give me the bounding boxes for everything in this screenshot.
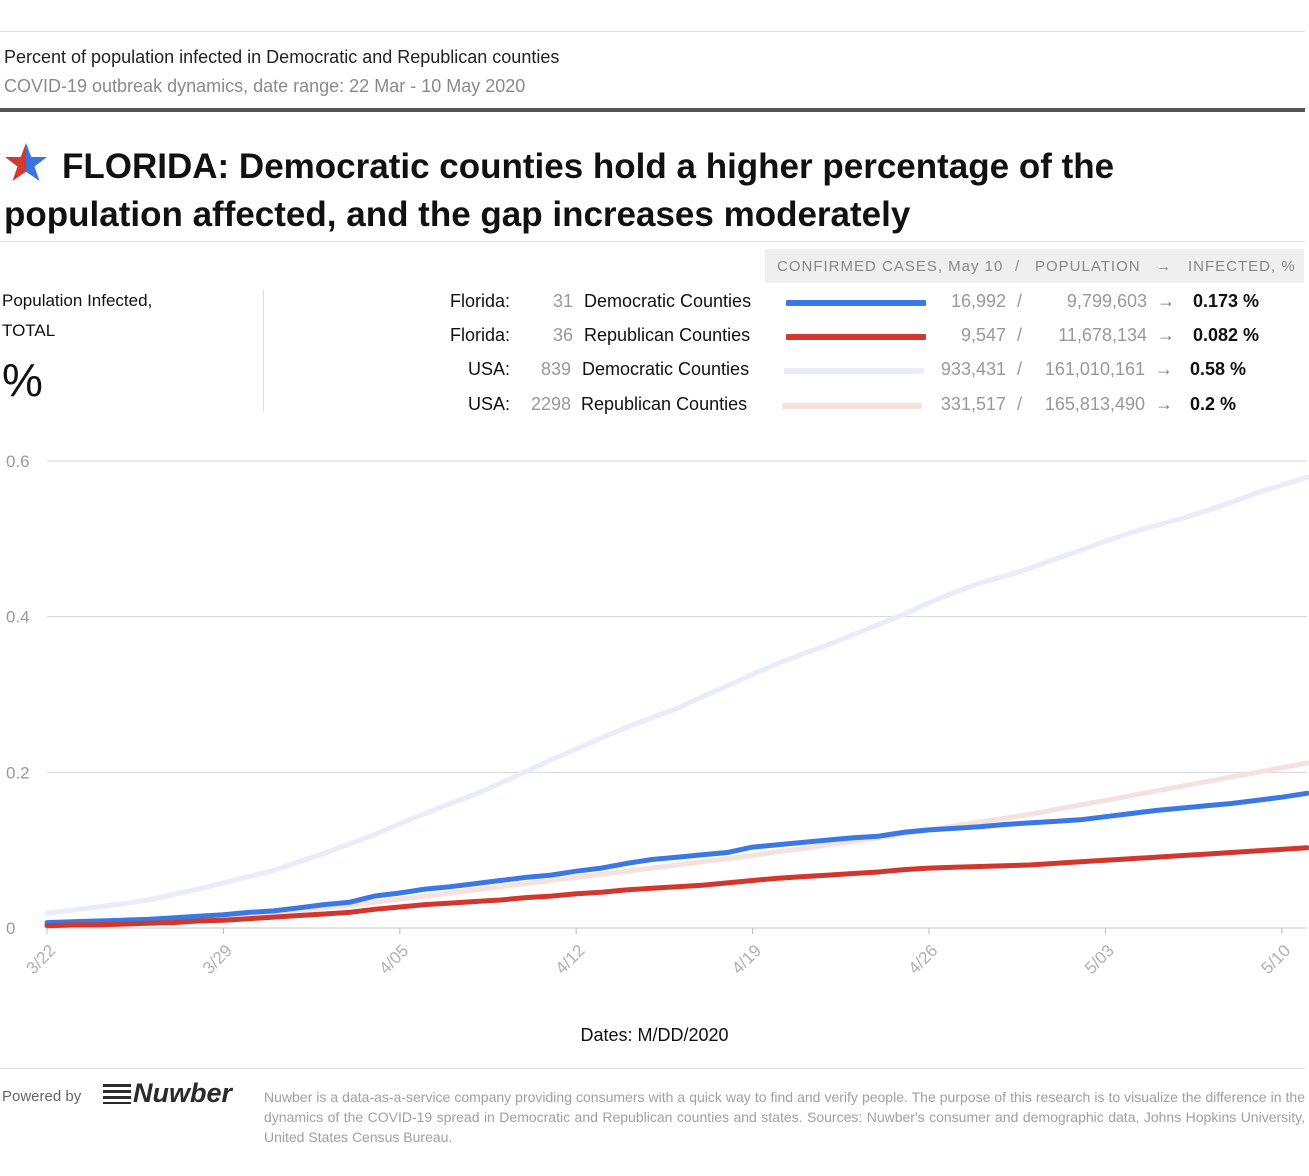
legend-label: Democratic Counties	[584, 291, 752, 311]
star-icon	[5, 143, 47, 181]
nuwber-logo-icon	[103, 1084, 131, 1104]
legend-slash: /	[1017, 394, 1023, 414]
legend-swatch-usa-dem	[784, 368, 924, 374]
x-tick-label: 5/03	[1081, 941, 1118, 978]
headline: FLORIDA: Democratic counties hold a high…	[4, 138, 1294, 239]
x-tick-label: 5/10	[1257, 941, 1294, 978]
y-axis-label-line2: TOTAL	[2, 321, 56, 340]
chart-subtitle: Percent of population infected in Democr…	[4, 47, 560, 67]
legend-header-population: POPULATION	[1035, 258, 1141, 275]
legend-swatch-usa-rep	[782, 403, 922, 409]
legend-swatch-fl-rep	[786, 334, 926, 340]
powered-by-text: Powered by	[2, 1088, 82, 1105]
header-rule	[0, 108, 1305, 112]
legend-region: Florida:	[449, 291, 510, 311]
legend-county-count: 36	[552, 325, 573, 345]
series-line-florida-democratic-counties	[44, 790, 1309, 926]
legend-label: Democratic Counties	[582, 359, 750, 379]
x-tick-label: 3/29	[199, 941, 236, 978]
x-tick-label: 4/05	[375, 941, 412, 978]
legend-county-count: 839	[540, 359, 571, 379]
y-tick-label: 0.6	[6, 452, 30, 471]
series-line-usa-democratic-counties	[44, 474, 1309, 916]
legend-slash: /	[1017, 291, 1023, 311]
line-chart: 0 0.2 0.4 0.6 3/22 3/29 4/05 4/12 4/19 4/26 5/03 5…	[6, 452, 1309, 978]
legend-percent: 0.173 %	[1193, 291, 1260, 311]
legend-population: 11,678,134	[1058, 325, 1147, 345]
legend-population: 9,799,603	[1066, 291, 1147, 311]
label-divider	[263, 290, 264, 412]
legend-arrow: →	[1155, 359, 1173, 379]
x-tick-label: 4/26	[905, 941, 942, 978]
legend-percent: 0.2 %	[1190, 394, 1237, 414]
legend-slash: /	[1017, 325, 1023, 345]
disclaimer-text: Nuwber is a data-as-a-service company pr…	[264, 1089, 1305, 1145]
headline-divider	[0, 241, 1305, 242]
legend-arrow: →	[1157, 325, 1175, 345]
legend-county-count: 2298	[530, 394, 571, 414]
legend-population: 161,010,161	[1044, 359, 1145, 379]
legend-county-count: 31	[552, 291, 573, 311]
x-axis-title: Dates: M/DD/2020	[580, 1025, 729, 1045]
legend-region: Florida:	[449, 325, 510, 345]
x-tick-label: 4/19	[728, 941, 765, 978]
legend-cases: 933,431	[940, 359, 1006, 379]
grid	[47, 460, 1307, 929]
series-line-florida-republican-counties	[44, 845, 1309, 929]
legend-slash: /	[1017, 359, 1023, 379]
legend-percent: 0.58 %	[1190, 359, 1247, 379]
legend-header: CONFIRMED CASES, May 10 / POPULATION → I…	[765, 249, 1304, 283]
legend-cases: 331,517	[940, 394, 1006, 414]
top-divider	[0, 31, 1305, 32]
series-line-usa-republican-counties	[44, 760, 1309, 927]
legend-header-arrow: →	[1156, 258, 1172, 275]
y-tick-label: 0.2	[6, 763, 30, 782]
legend-region: USA:	[467, 394, 510, 414]
y-axis-unit: %	[2, 354, 43, 406]
y-tick-label: 0	[6, 919, 15, 938]
footer-divider	[0, 1068, 1305, 1069]
x-axis: 3/22 3/29 4/05 4/12 4/19 4/26 5/03 5/10	[23, 928, 1294, 978]
legend-cases: 16,992	[950, 291, 1006, 311]
legend-percent: 0.082 %	[1193, 325, 1260, 345]
x-tick-label: 4/12	[552, 941, 589, 978]
legend-region: USA:	[467, 359, 510, 379]
legend-header-infected: INFECTED, %	[1188, 258, 1296, 275]
y-axis-label-line1: Population Infected,	[2, 291, 153, 310]
legend-label: Republican Counties	[584, 325, 751, 345]
legend-arrow: →	[1157, 291, 1175, 311]
x-tick-label: 3/22	[23, 941, 60, 978]
legend-label: Republican Counties	[581, 394, 748, 414]
legend-header-cases: CONFIRMED CASES, May 10	[777, 258, 1004, 275]
legend-header-sep: /	[1015, 258, 1021, 275]
series-group	[44, 474, 1309, 929]
legend-population: 165,813,490	[1044, 394, 1145, 414]
nuwber-logo-text: Nuwber	[133, 1078, 233, 1108]
nuwber-logo[interactable]: Nuwber	[103, 1078, 232, 1109]
legend-cases: 9,547	[960, 325, 1006, 345]
y-axis: 0 0.2 0.4 0.6	[6, 452, 30, 938]
y-tick-label: 0.4	[6, 608, 30, 627]
date-range-text: COVID-19 outbreak dynamics, date range: …	[4, 76, 526, 96]
headline-text: FLORIDA: Democratic counties hold a high…	[4, 147, 1115, 234]
legend-arrow: →	[1155, 394, 1173, 414]
legend-swatch-fl-dem	[786, 300, 926, 306]
